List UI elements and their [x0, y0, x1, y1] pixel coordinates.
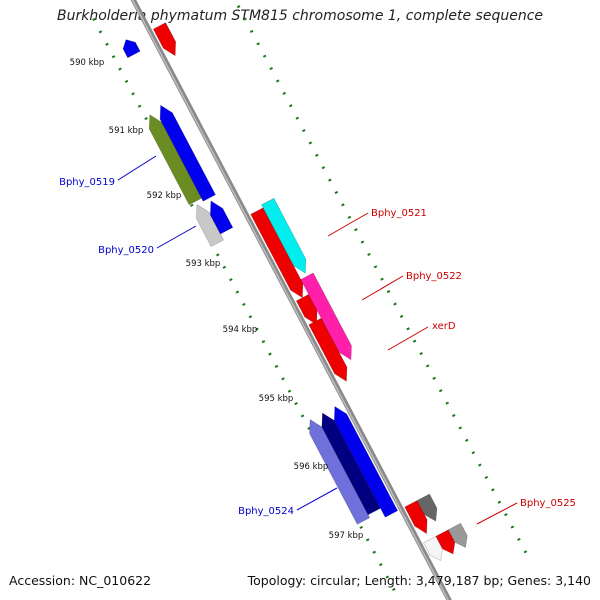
map-title: Burkholderia phymatum STM815 chromosome … [56, 8, 543, 24]
gene-arrow-bphy-0525[interactable] [416, 493, 438, 522]
guide-line-left [92, 17, 402, 600]
gene-label-bphy-0521[interactable]: Bphy_0521 [371, 208, 427, 219]
scale-tick-label: 595 kbp [259, 394, 294, 404]
leader-line-bphy-0519 [117, 155, 157, 181]
gene-arrow-bphy-0522-red[interactable] [295, 293, 318, 326]
gene-arrow-bphy-0521[interactable] [261, 197, 307, 274]
backbone-line [130, 0, 452, 600]
gene-arrow-bottom-gray[interactable] [447, 522, 468, 548]
gene-arrow-bphy-0522[interactable] [300, 272, 352, 361]
leader-line-bphy-0524 [296, 487, 338, 511]
gene-arrow-bottom-white[interactable] [423, 535, 443, 561]
leader-line-bphy-0525 [476, 502, 518, 525]
scale-tick-label: 592 kbp [147, 191, 182, 201]
leader-line-bphy-0522 [361, 275, 404, 301]
gene-arrow-top-blue[interactable] [122, 39, 141, 59]
gene-label-bphy-0519[interactable]: Bphy_0519 [59, 177, 115, 188]
gene-arrow-bphy-0519-blue[interactable] [159, 104, 216, 202]
map-body: 590 kbp 591 kbp 592 kbp 593 kbp 594 kbp 595 k… [59, 0, 576, 600]
scale-tick-label: 596 kbp [294, 462, 329, 472]
backbone-highlight [131, 0, 449, 600]
gene-arrow-top-red[interactable] [152, 22, 177, 57]
gene-arrow-bottom-red[interactable] [435, 529, 456, 555]
gene-arrow-bphy-0519[interactable] [148, 114, 202, 206]
scale-tick-label: 590 kbp [70, 58, 105, 68]
gene-arrow-bphy-0524-dark[interactable] [321, 412, 381, 516]
gene-arrow-bphy-0524-blue[interactable] [333, 405, 399, 518]
accession-text: Accession: NC_010622 [9, 573, 152, 588]
scale-tick-label: 591 kbp [109, 126, 144, 136]
scale-tick-label: 597 kbp [329, 531, 364, 541]
leader-line-bphy-0520 [156, 225, 197, 249]
scale-tick-label: 593 kbp [186, 259, 221, 269]
leader-line-xerd [387, 326, 429, 351]
gene-label-bphy-0525[interactable]: Bphy_0525 [520, 498, 576, 509]
gene-arrow-xerd[interactable] [308, 317, 348, 382]
leader-line-bphy-0521 [327, 212, 369, 237]
gene-arrow-bphy-0521-red[interactable] [250, 207, 304, 299]
gene-arrow-bphy-0520-blue[interactable] [209, 200, 234, 235]
guide-line-right [233, 0, 531, 561]
summary-text: Topology: circular; Length: 3,479,187 bp… [247, 573, 591, 588]
gene-label-bphy-0522[interactable]: Bphy_0522 [406, 271, 462, 282]
gene-label-bphy-0520[interactable]: Bphy_0520 [98, 245, 154, 256]
gene-arrow-bphy-0525-red[interactable] [404, 500, 428, 535]
gene-label-xerd[interactable]: xerD [432, 321, 456, 332]
scale-tick-label: 594 kbp [223, 325, 258, 335]
gene-label-bphy-0524[interactable]: Bphy_0524 [238, 506, 294, 517]
